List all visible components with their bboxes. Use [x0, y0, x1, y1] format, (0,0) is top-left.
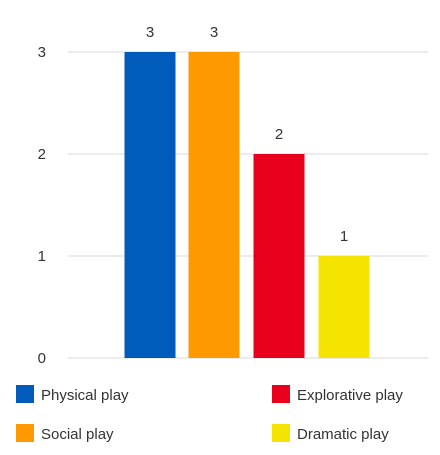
bar: [318, 256, 370, 358]
legend-label: Dramatic play: [297, 426, 389, 443]
data-label: 1: [340, 228, 348, 245]
data-label: 3: [210, 24, 218, 41]
bar: [124, 52, 176, 358]
data-label: 2: [275, 126, 283, 143]
legend-label: Social play: [41, 426, 114, 443]
legend-swatch: [272, 385, 290, 403]
bar: [253, 154, 305, 358]
bar: [188, 52, 240, 358]
legend-swatch: [16, 385, 34, 403]
y-tick-label: 0: [38, 350, 46, 367]
y-tick-label: 3: [38, 44, 46, 61]
y-tick-label: 2: [38, 146, 46, 163]
legend-swatch: [272, 424, 290, 442]
legend-label: Explorative play: [297, 387, 403, 404]
legend-label: Physical play: [41, 387, 129, 404]
data-label: 3: [146, 24, 154, 41]
legend-swatch: [16, 424, 34, 442]
y-tick-label: 1: [38, 248, 46, 265]
